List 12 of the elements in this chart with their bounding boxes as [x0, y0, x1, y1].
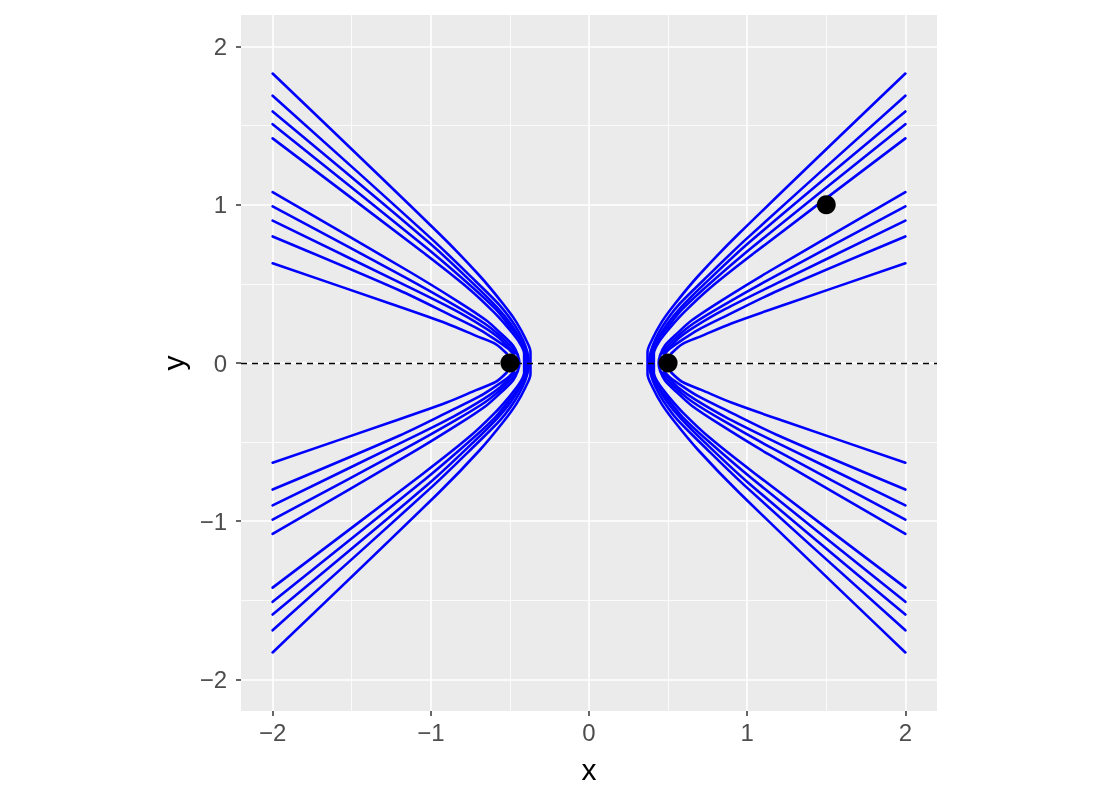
x-tick-label: 0	[582, 718, 596, 746]
x-tick-label: −1	[417, 718, 445, 746]
x-tick-label: 2	[898, 718, 913, 746]
y-tick-label: −1	[199, 507, 227, 535]
y-axis-title: y	[157, 355, 191, 371]
y-tick-label: −2	[199, 665, 227, 693]
x-axis-title: x	[581, 752, 597, 786]
x-tick-label: −2	[258, 718, 287, 746]
x-tick-label: 1	[740, 718, 754, 746]
y-tick-label: 2	[213, 33, 227, 61]
y-tick-label: 0	[213, 349, 227, 377]
y-tick-label: 1	[213, 191, 227, 219]
